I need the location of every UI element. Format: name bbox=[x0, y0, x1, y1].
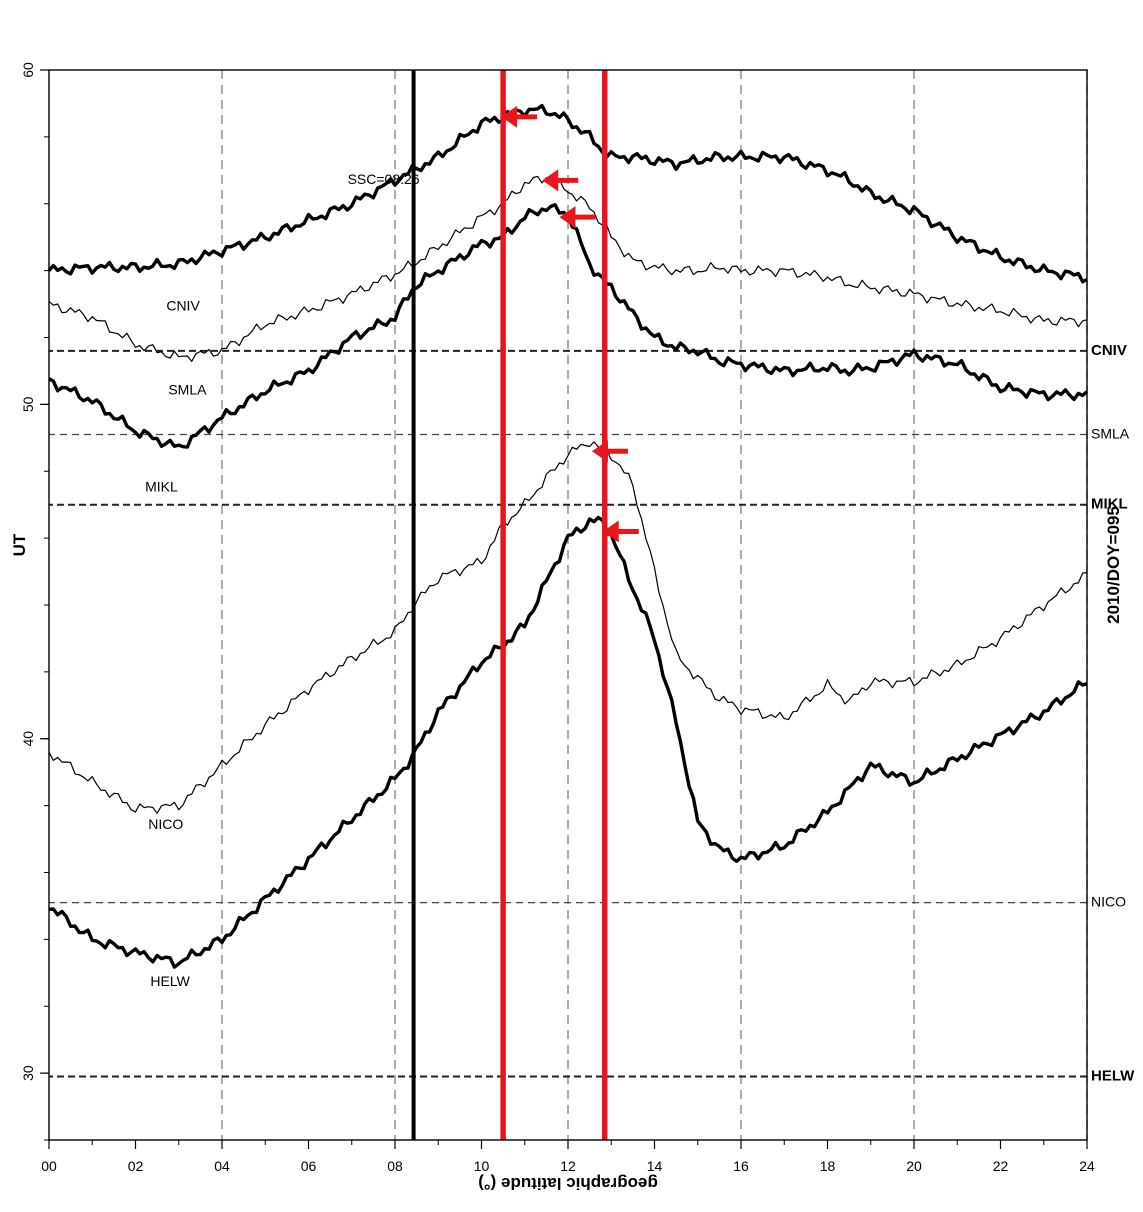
arrow-4 bbox=[591, 440, 628, 463]
curve-labels: CNIV SMLA MIKL NICO HELW bbox=[145, 298, 207, 989]
arrow-2 bbox=[542, 169, 579, 192]
y-ticks: 30 40 50 60 bbox=[20, 62, 49, 1141]
x-tick-label: 22 bbox=[993, 1158, 1009, 1174]
series-line-helw bbox=[48, 515, 1088, 969]
station-line-label-cniv: CNIV bbox=[1091, 342, 1127, 359]
x-tick-label: 02 bbox=[128, 1158, 144, 1174]
chart-rotated: SSC=08:26 00 02 04 06 08 10 12 14 16 18 20 22 24 30 4… bbox=[10, 62, 1135, 1193]
x-tick-label: 10 bbox=[474, 1158, 490, 1174]
curve-label-helw: HELW bbox=[150, 973, 190, 989]
station-line-label-helw: HELW bbox=[1091, 1067, 1135, 1084]
x-tick-label: 04 bbox=[214, 1158, 230, 1174]
station-line-label-mikl: MIKL bbox=[1091, 496, 1128, 513]
arrows-group bbox=[501, 105, 639, 543]
x-tick-label: 16 bbox=[733, 1158, 749, 1174]
grid bbox=[221, 70, 1088, 1140]
arrow-head bbox=[559, 206, 576, 229]
x-axis-label: UT bbox=[10, 533, 29, 556]
station-line-label-smla: SMLA bbox=[1091, 425, 1130, 441]
ssc-label: SSC=08:26 bbox=[348, 171, 420, 187]
x-tick-label: 08 bbox=[387, 1158, 403, 1174]
x-tick-label: 12 bbox=[560, 1158, 576, 1174]
y-tick-label: 30 bbox=[20, 1065, 36, 1081]
arrow-head bbox=[542, 169, 559, 192]
curve-label-smla: SMLA bbox=[168, 381, 207, 397]
arrow-head bbox=[591, 440, 608, 463]
x-ticks: 00 02 04 06 08 10 12 14 16 18 20 22 24 bbox=[41, 1140, 1095, 1174]
plot-frame bbox=[48, 69, 1088, 1141]
y-axis-label: geographic latitude (°) bbox=[478, 1174, 658, 1193]
station-lines bbox=[49, 349, 1087, 1078]
curve-label-cniv: CNIV bbox=[166, 298, 200, 314]
arrow-3 bbox=[559, 206, 596, 229]
x-tick-label: 24 bbox=[1079, 1158, 1095, 1174]
event-lines: SSC=08:26 bbox=[348, 70, 608, 1140]
series-line-cniv bbox=[47, 103, 1088, 284]
station-line-label-nico: NICO bbox=[1091, 894, 1126, 910]
series-line-smla bbox=[48, 175, 1088, 362]
station-labels: CNIV SMLA MIKL NICO HELW bbox=[1091, 342, 1135, 1085]
y-tick-label: 60 bbox=[20, 62, 36, 78]
x-tick-label: 00 bbox=[41, 1158, 57, 1174]
y-tick-label: 50 bbox=[20, 396, 36, 412]
x-tick-label: 20 bbox=[906, 1158, 922, 1174]
arrow-head bbox=[501, 105, 518, 128]
chart-title: 2010/DOY=095 bbox=[1104, 506, 1123, 624]
arrow-1 bbox=[501, 105, 538, 128]
arrow-head bbox=[602, 520, 619, 543]
curve-label-mikl: MIKL bbox=[145, 478, 178, 494]
x-tick-label: 14 bbox=[647, 1158, 663, 1174]
y-tick-label: 40 bbox=[20, 731, 36, 747]
series-line-nico bbox=[48, 441, 1088, 814]
x-tick-label: 18 bbox=[820, 1158, 836, 1174]
curve-label-nico: NICO bbox=[148, 816, 183, 832]
x-tick-label: 06 bbox=[301, 1158, 317, 1174]
arrow-5 bbox=[602, 520, 639, 543]
